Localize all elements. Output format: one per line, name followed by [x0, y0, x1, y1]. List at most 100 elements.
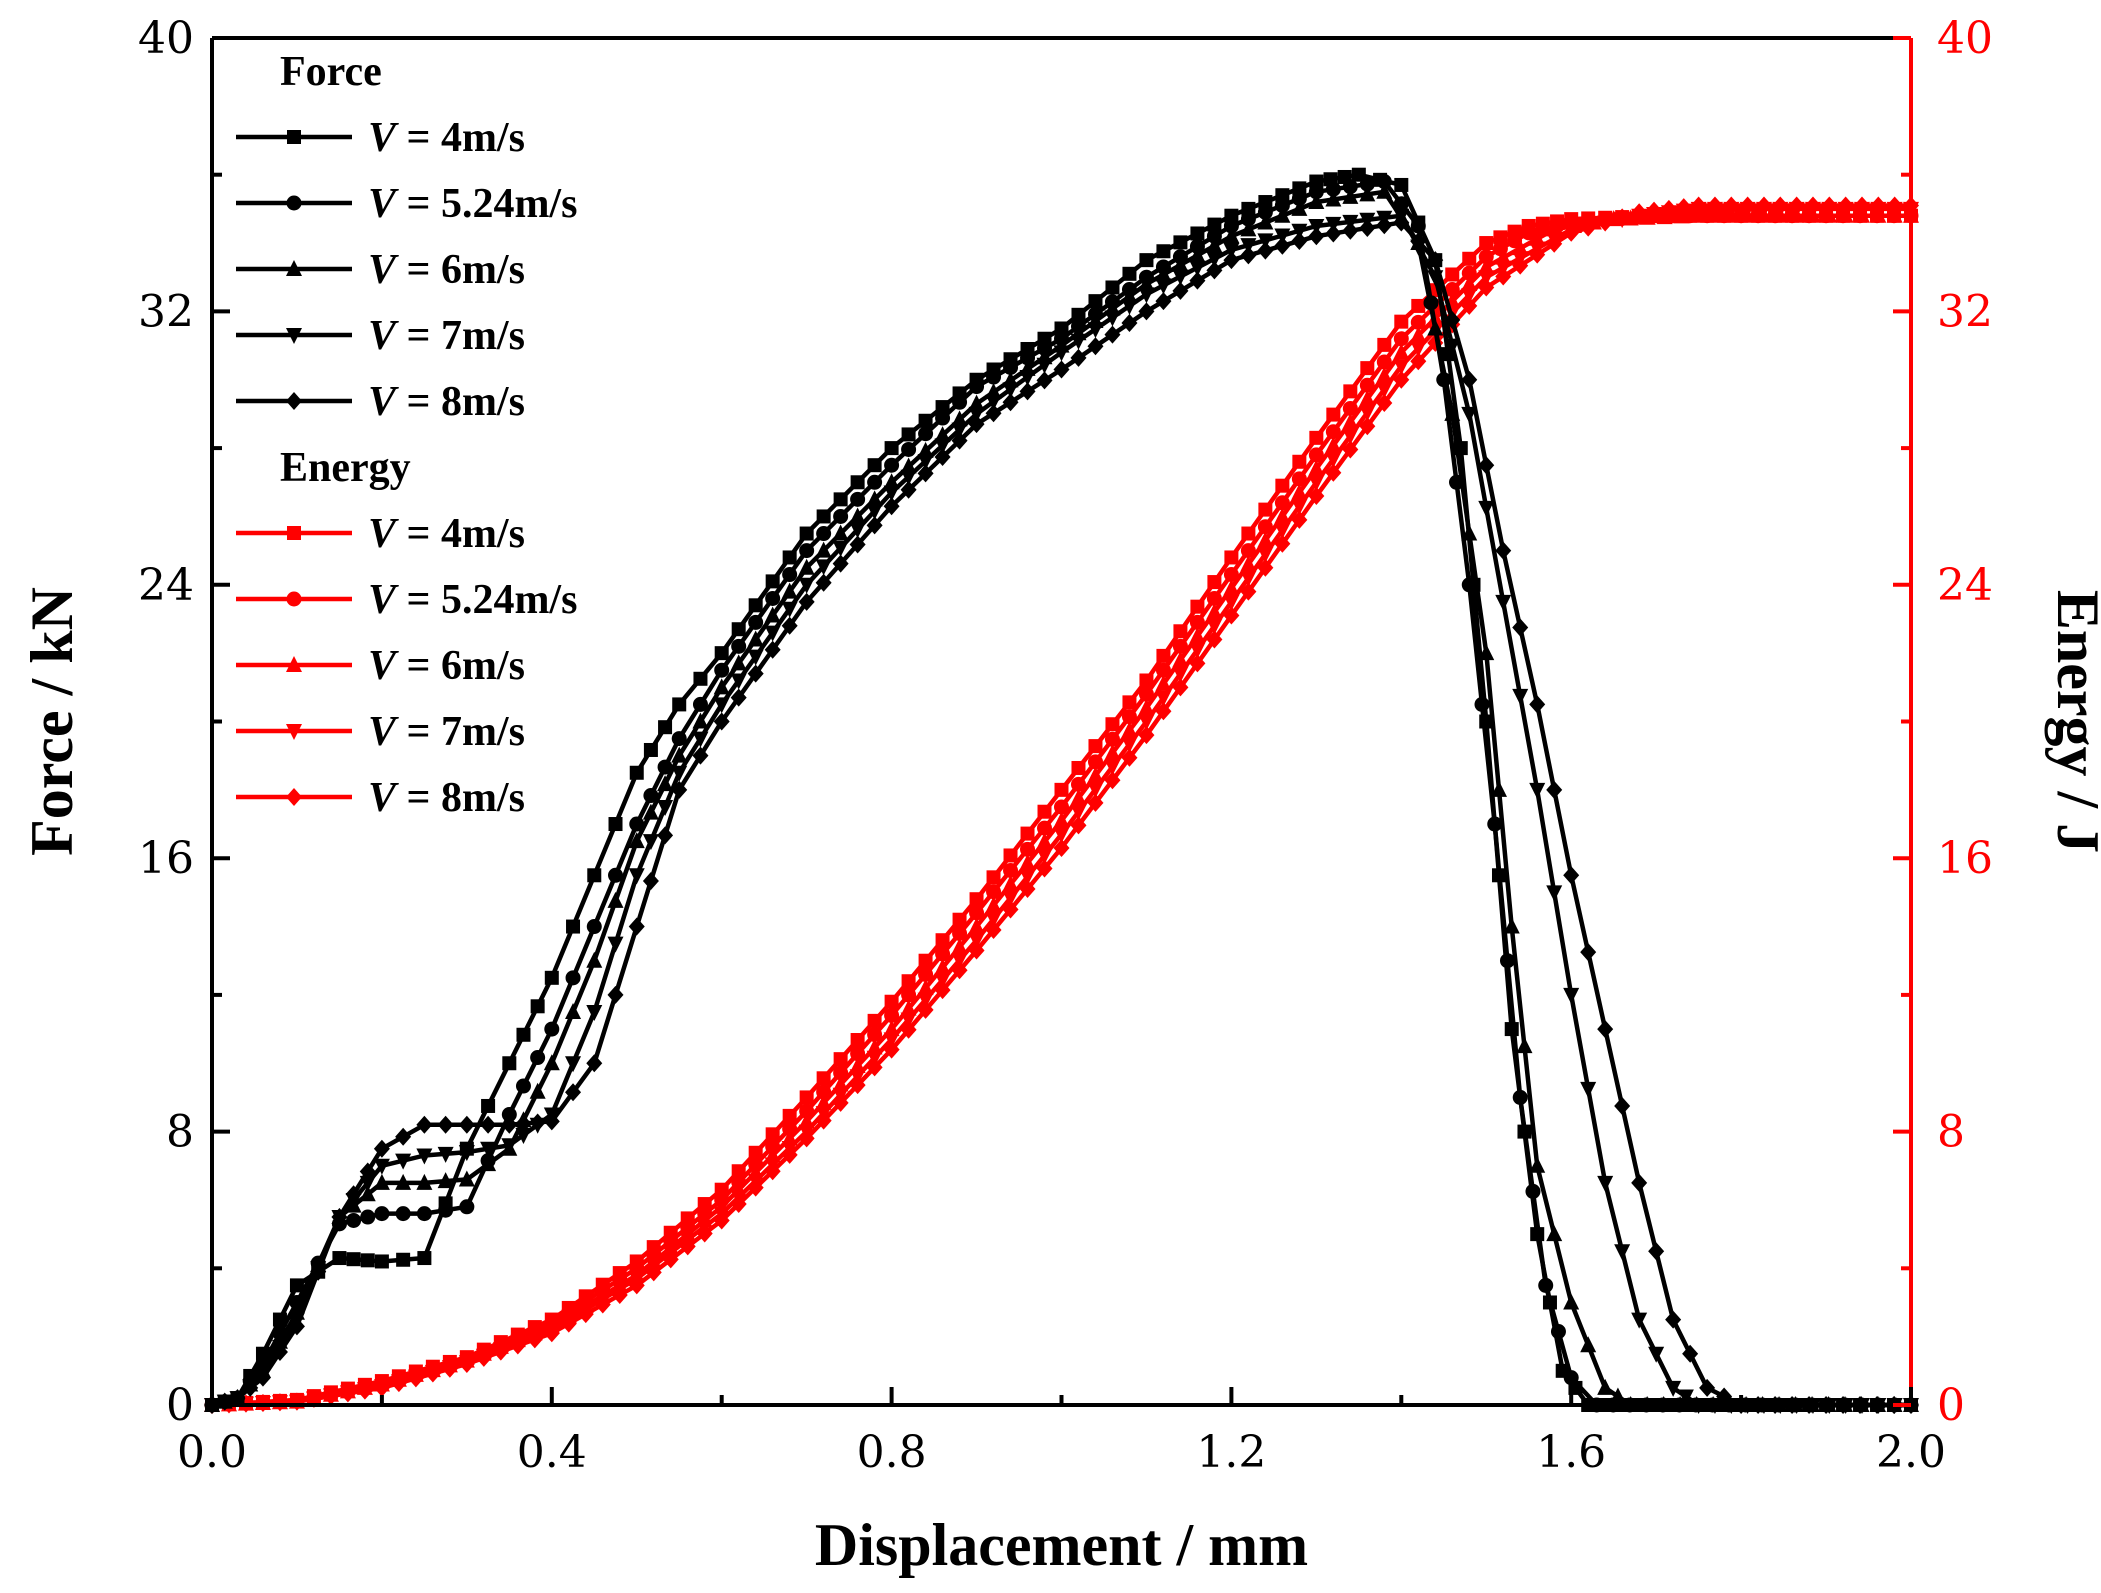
energy-series-1-point	[1020, 826, 1035, 841]
energy-series-5-point	[1546, 234, 1563, 253]
energy-series-2-point	[1172, 638, 1188, 654]
force-series-3-point	[1376, 182, 1393, 199]
energy-series-5-point	[356, 1381, 373, 1400]
force-series-5-point	[1648, 1242, 1665, 1261]
force-series-5-point	[1682, 1344, 1699, 1363]
energy-series-4-point	[968, 933, 985, 950]
force-series-4-point	[692, 731, 709, 748]
energy-series-4-point	[1070, 804, 1087, 821]
energy-series-5-point	[1837, 196, 1854, 215]
force-series-3-point	[1563, 1293, 1580, 1310]
energy-series-2-point	[1155, 662, 1171, 678]
energy-series-5	[204, 196, 1919, 1414]
energy-series-2-point	[1274, 495, 1290, 511]
force-series-1-point	[658, 720, 673, 735]
energy-series-2-point	[1138, 686, 1154, 702]
force-series-2-point	[1461, 577, 1477, 593]
energy-series-4-point	[1053, 827, 1070, 844]
force-series-2-point	[586, 919, 602, 935]
force-series-5-point	[529, 1113, 546, 1132]
force-series-2-point	[1410, 218, 1426, 234]
force-series-4-point	[747, 649, 764, 666]
force-series-2-point	[952, 394, 968, 410]
energy-series-5-point	[1240, 582, 1257, 601]
energy-series-5-point	[662, 1250, 679, 1269]
force-series-2-point	[918, 426, 934, 442]
force-series-2-point	[438, 1202, 454, 1218]
force-series-4-point	[1036, 357, 1053, 374]
force-series-4-point	[480, 1141, 497, 1158]
energy-series-5-point	[645, 1263, 662, 1282]
legend-entry-label: V = 7m/s	[368, 709, 525, 755]
energy-series-5-point	[934, 981, 951, 1000]
force-series-5-point	[607, 985, 624, 1004]
force-series-4-point	[917, 454, 934, 471]
force-series-4-point	[1206, 251, 1223, 268]
force-series-4-point	[1597, 1175, 1614, 1192]
energy-series-3-point	[1393, 343, 1410, 360]
force-series-2-point	[969, 379, 985, 395]
legend-marker	[286, 328, 302, 344]
legend-entry: V = 4m/s	[236, 511, 525, 557]
energy-series-4-point	[1478, 270, 1495, 287]
energy-series-3-point	[1019, 853, 1036, 870]
energy-series-3-point	[1274, 507, 1291, 524]
force-series-3-point	[480, 1155, 497, 1172]
energy-series-5-point	[849, 1076, 866, 1095]
force-series-5-point	[1104, 325, 1121, 344]
force-series-1-point	[1054, 321, 1069, 336]
energy-series-1-point	[731, 1164, 746, 1179]
force-series-5-point	[1070, 348, 1087, 367]
energy-series-4-point	[1291, 499, 1308, 516]
energy-series-5-point	[509, 1336, 526, 1355]
energy-series-3-point	[1172, 650, 1189, 667]
energy-series-4-point	[1461, 287, 1478, 304]
force-series-4-point	[1019, 370, 1036, 387]
energy-series-1-point	[867, 1013, 882, 1028]
force-series-3-point	[1490, 780, 1507, 797]
force-series-5-point	[628, 917, 645, 936]
energy-series-5-point	[1308, 486, 1325, 505]
force-series-2-point	[544, 1021, 560, 1037]
energy-series-5-point	[441, 1359, 458, 1378]
energy-series-5-point	[1053, 838, 1070, 857]
energy-series-4-point	[1036, 848, 1053, 865]
energy-series-4-point	[1138, 714, 1155, 731]
force-series-4-point	[849, 522, 866, 539]
force-series-5-point	[1155, 292, 1172, 311]
energy-series-1-point	[1139, 673, 1154, 688]
force-series-3-point	[1516, 1037, 1533, 1054]
energy-series-1-point	[816, 1071, 831, 1086]
legend-entry: V = 8m/s	[236, 775, 525, 821]
force-series-1-point	[1224, 208, 1239, 223]
energy-series-1-point	[1462, 251, 1477, 266]
force-series-1-point	[544, 970, 559, 985]
energy-series-1-point	[1292, 454, 1307, 469]
force-series-4-point	[1563, 987, 1580, 1004]
force-series-5-point	[515, 1114, 532, 1133]
force-series-3-point	[458, 1170, 475, 1187]
energy-series-4-point	[1189, 642, 1206, 659]
energy-series-1-point	[1173, 624, 1188, 639]
force-series-3-point	[1138, 275, 1155, 292]
force-series-3-point	[373, 1173, 390, 1190]
force-series-5-point	[359, 1162, 376, 1181]
force-series-2-point	[1003, 359, 1019, 375]
force-series-1-point	[782, 550, 797, 565]
energy-series-2-point	[1444, 282, 1460, 298]
legend-entry-label: V = 6m/s	[368, 643, 525, 689]
energy-series-5-point	[1853, 196, 1870, 215]
force-series-1-point	[516, 1027, 531, 1042]
force-series-5-point	[781, 616, 798, 635]
energy-series-5-point	[254, 1393, 271, 1412]
force-series-4-point	[1172, 269, 1189, 286]
force-series-1-point	[1173, 235, 1188, 250]
legend-entry: V = 7m/s	[236, 313, 525, 359]
force-series-3-point	[607, 891, 624, 908]
force-series-5-point	[288, 1317, 305, 1336]
force-series-3-point	[1206, 236, 1223, 253]
energy-series-2-point	[1521, 225, 1537, 241]
energy-series-5-point	[832, 1093, 849, 1112]
force-series-1-point	[1122, 266, 1137, 281]
